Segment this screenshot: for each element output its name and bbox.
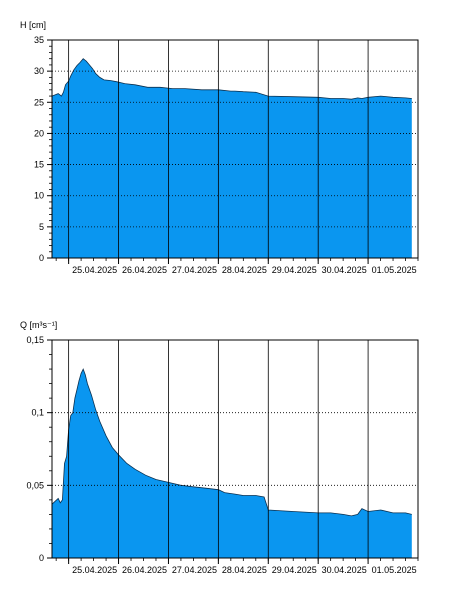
- chart-2: 0 0,05 0,1 0,15 25.04.2025 26.04.2025 27.04.20…: [20, 320, 419, 575]
- x-tick-label: 27.04.2025: [172, 565, 217, 575]
- y-tick-label: 0,15: [26, 335, 44, 345]
- y-tick-label: 10: [34, 191, 44, 201]
- x-tick-label: 27.04.2025: [172, 265, 217, 275]
- series-line: [51, 58, 412, 100]
- series-line: [51, 368, 412, 517]
- x-tick-label: 30.04.2025: [322, 565, 367, 575]
- y-tick-label: 0,05: [26, 480, 44, 490]
- y-tick-label: 0: [39, 253, 44, 263]
- series-area: [52, 58, 412, 259]
- x-tick-label: 01.05.2025: [372, 565, 417, 575]
- x-tick-label: 25.04.2025: [72, 565, 117, 575]
- x-tick-label: 26.04.2025: [122, 565, 167, 575]
- x-tick-label: 28.04.2025: [222, 565, 267, 575]
- plot-frame: [51, 339, 419, 559]
- y-tick-label: 15: [34, 160, 44, 170]
- y-tick-label: 20: [34, 128, 44, 138]
- y-tick-label: 0,1: [31, 408, 44, 418]
- y-tick-label: 5: [39, 222, 44, 232]
- y-axis-label: H [cm]: [20, 20, 46, 30]
- x-tick-label: 29.04.2025: [272, 265, 317, 275]
- chart-1: 0 5 10 15 20 25 30 35 25.04.2025 26.04.2025 27.04.…: [20, 20, 419, 275]
- y-tick-label: 0: [39, 553, 44, 563]
- plot-frame: [51, 39, 419, 259]
- x-tick-label: 28.04.2025: [222, 265, 267, 275]
- y-axis-label: Q [m³s⁻¹]: [20, 320, 57, 330]
- x-tick-label: 25.04.2025: [72, 265, 117, 275]
- x-tick-label: 26.04.2025: [122, 265, 167, 275]
- series-area: [52, 369, 412, 558]
- y-tick-label: 25: [34, 97, 44, 107]
- x-tick-label: 01.05.2025: [372, 265, 417, 275]
- y-tick-label: 30: [34, 66, 44, 76]
- x-tick-label: 30.04.2025: [322, 265, 367, 275]
- x-tick-label: 29.04.2025: [272, 565, 317, 575]
- y-tick-label: 35: [34, 35, 44, 45]
